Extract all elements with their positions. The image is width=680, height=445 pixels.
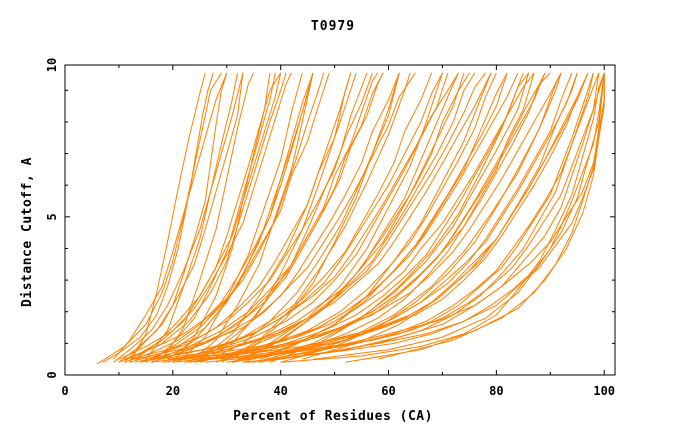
series-line-78 [253,72,508,360]
series-layer [97,72,605,365]
series-line-59 [280,72,562,363]
series-line-51 [172,72,271,363]
series-line-27 [253,72,535,363]
series-line-40 [123,72,244,363]
y-axis-label: Distance Cutoff, A [20,157,35,307]
series-line-73 [248,72,594,363]
y-tick-label-10: 10 [45,58,59,72]
series-line-76 [210,72,400,360]
series-line-55 [215,72,400,363]
x-tick-label-60: 60 [381,384,395,398]
series-line-12 [140,72,443,363]
series-line-52 [161,72,255,360]
series-line-75 [194,72,368,363]
series-line-68 [291,72,562,360]
series-line-48 [226,72,573,363]
series-line-60 [302,72,578,360]
x-tick-label-20: 20 [166,384,180,398]
x-tick-label-80: 80 [489,384,503,398]
series-line-9 [129,72,373,360]
series-line-79 [150,72,276,363]
series-line-54 [204,72,352,360]
series-line-70 [312,72,605,360]
series-line-74 [275,72,600,360]
plot-frame [64,64,616,376]
series-line-47 [205,72,551,360]
series-line-3 [113,72,244,363]
series-line-44 [167,72,433,363]
series-line-2 [102,72,222,363]
x-tick-label-40: 40 [273,384,287,398]
series-line-1 [97,72,214,365]
series-line-46 [194,72,530,363]
series-line-45 [183,72,476,360]
series-line-65 [221,72,411,363]
tick-layer: 0 20 40 60 80 100 0 5 10 [45,58,615,398]
series-line-77 [232,72,460,363]
series-line-50 [248,72,594,363]
series-line-66 [242,72,465,360]
x-tick-label-0: 0 [61,384,68,398]
series-line-72 [377,72,605,360]
series-line-61 [129,72,206,363]
series-line-63 [177,72,303,363]
series-line-23 [221,72,605,360]
series-line-39 [113,72,228,360]
series-line-41 [134,72,282,360]
series-line-58 [258,72,530,360]
x-axis-label: Percent of Residues (CA) [233,409,433,424]
chart-title: T0979 [311,19,355,34]
series-line-71 [345,72,605,363]
series-line-69 [280,72,605,363]
series-line-67 [269,72,524,363]
series-line-31 [140,72,314,363]
series-line-14 [151,72,486,363]
series-line-62 [145,72,238,360]
series-line-33 [151,72,384,363]
y-tick-label-0: 0 [45,371,59,378]
x-tick-label-100: 100 [593,384,615,398]
series-line-29 [199,72,470,363]
series-line-80 [167,72,314,360]
series-line-64 [199,72,352,360]
series-line-42 [145,72,325,363]
series-line-11 [134,72,416,360]
series-line-53 [188,72,314,363]
y-tick-label-5: 5 [45,213,59,220]
series-line-56 [226,72,443,360]
